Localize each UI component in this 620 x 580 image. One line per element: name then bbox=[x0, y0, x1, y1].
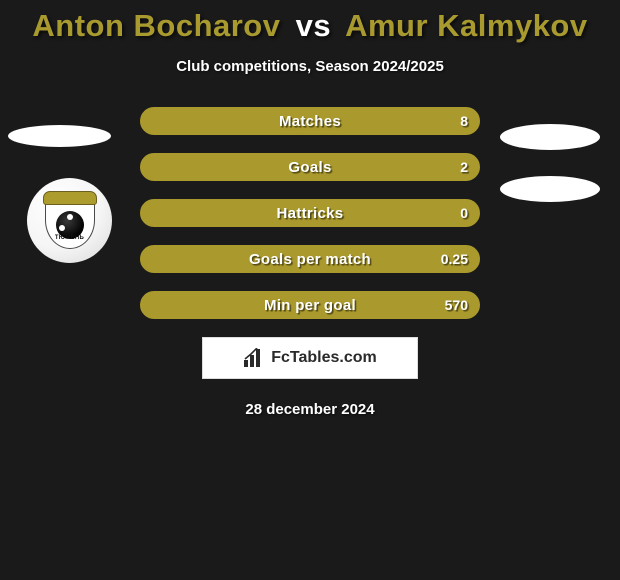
comparison-title: Anton Bocharov vs Amur Kalmykov bbox=[0, 0, 620, 44]
brand-attribution[interactable]: FcTables.com bbox=[202, 337, 418, 379]
stat-label: Goals per match bbox=[249, 251, 371, 268]
decorative-ellipse bbox=[500, 176, 600, 202]
subtitle: Club competitions, Season 2024/2025 bbox=[0, 58, 620, 75]
crest-label: ТЮМЕНЬ bbox=[43, 235, 97, 241]
stat-row: Hattricks 0 bbox=[140, 199, 480, 227]
stat-right-value: 570 bbox=[445, 297, 468, 313]
stat-row: Matches 8 bbox=[140, 107, 480, 135]
stat-label: Goals bbox=[288, 159, 331, 176]
crest-graphic: ТЮМЕНЬ bbox=[43, 191, 97, 251]
decorative-ellipse bbox=[8, 125, 111, 147]
crest-banner bbox=[43, 191, 97, 205]
vs-word: vs bbox=[296, 8, 331, 43]
date-label: 28 december 2024 bbox=[0, 401, 620, 418]
bars-icon bbox=[243, 348, 265, 368]
player2-name: Amur Kalmykov bbox=[345, 8, 588, 43]
stat-right-value: 0 bbox=[460, 205, 468, 221]
stat-label: Min per goal bbox=[264, 297, 356, 314]
player1-name: Anton Bocharov bbox=[32, 8, 280, 43]
stat-label: Matches bbox=[279, 113, 341, 130]
stat-right-value: 0.25 bbox=[441, 251, 468, 267]
brand-text: FcTables.com bbox=[271, 349, 377, 367]
club-crest: ТЮМЕНЬ bbox=[27, 178, 112, 263]
decorative-ellipse bbox=[500, 124, 600, 150]
stat-right-value: 8 bbox=[460, 113, 468, 129]
stat-label: Hattricks bbox=[277, 205, 344, 222]
stat-row: Goals per match 0.25 bbox=[140, 245, 480, 273]
stats-table: Matches 8 Goals 2 Hattricks 0 Goals per match 0… bbox=[140, 107, 480, 319]
stat-row: Min per goal 570 bbox=[140, 291, 480, 319]
stat-row: Goals 2 bbox=[140, 153, 480, 181]
stat-right-value: 2 bbox=[460, 159, 468, 175]
